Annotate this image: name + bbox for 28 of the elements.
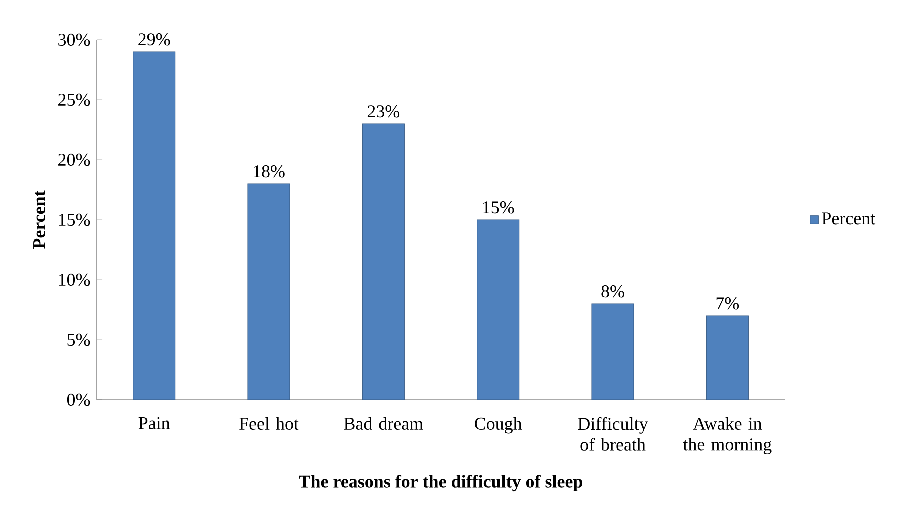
data-label: 23% bbox=[368, 106, 400, 118]
bar bbox=[248, 184, 290, 400]
data-label: 8% bbox=[602, 286, 624, 298]
x-tick-label: Bad dream bbox=[344, 417, 424, 430]
x-tick-label: Feel hot bbox=[240, 417, 299, 430]
y-tick-label: 5% bbox=[68, 334, 90, 346]
bar bbox=[706, 316, 749, 400]
y-tick-label: 25% bbox=[58, 94, 90, 106]
data-label: 15% bbox=[483, 202, 514, 214]
y-tick-label: 10% bbox=[59, 274, 90, 286]
y-tick-label: 0% bbox=[67, 394, 90, 406]
x-tick-label: Pain bbox=[138, 417, 170, 430]
data-label: 7% bbox=[716, 298, 740, 310]
bar bbox=[362, 124, 405, 400]
y-tick-label: 20% bbox=[58, 154, 90, 166]
data-label: 18% bbox=[254, 166, 285, 178]
x-tick-label: Cough bbox=[475, 417, 522, 434]
x-axis-title: The reasons for the difficulty of sleep bbox=[299, 475, 582, 492]
x-tick-label: Difficulty of breath bbox=[578, 417, 648, 451]
y-tick-label: 15% bbox=[59, 214, 90, 226]
bar bbox=[477, 220, 520, 400]
legend-label: Percent bbox=[822, 212, 876, 225]
y-axis-title: Percent bbox=[34, 190, 46, 249]
x-tick-label: Awake in the morning bbox=[683, 417, 772, 454]
y-tick-label: 30% bbox=[58, 34, 90, 46]
data-label: 29% bbox=[138, 34, 170, 46]
bar bbox=[133, 52, 176, 400]
bar bbox=[592, 304, 634, 400]
